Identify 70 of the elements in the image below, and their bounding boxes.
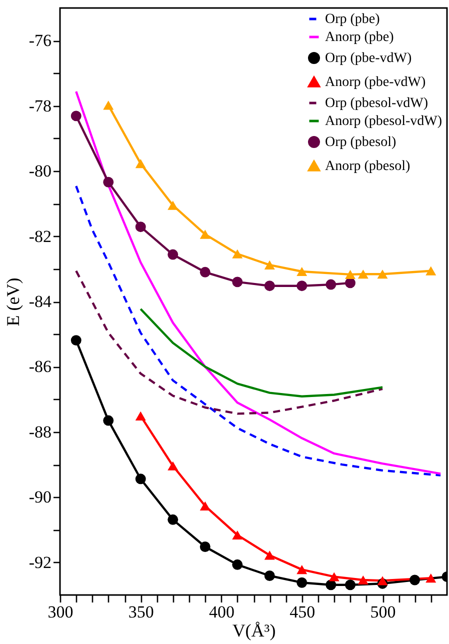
point [326,279,336,290]
legend-label: Orp (pbesol) [325,135,396,150]
y-tick-label: -90 [28,488,52,507]
point [232,559,243,570]
point [200,266,210,278]
point [377,576,388,586]
point [232,276,243,288]
point [103,176,114,188]
point [296,577,308,588]
point [168,461,178,470]
point [135,474,146,484]
point [135,159,146,168]
point [328,572,340,582]
point [358,575,368,585]
point [103,100,114,110]
point [345,278,356,288]
x-tick-label: 400 [209,602,234,622]
x-tick-label: 450 [290,602,316,622]
point [103,415,114,426]
point [135,411,146,421]
point [135,222,146,232]
line-series [140,308,384,398]
line-series [75,184,442,476]
y-tick-label: -84 [28,292,52,311]
line-series [75,90,442,475]
point [264,280,275,292]
point [200,501,210,511]
point [168,514,178,525]
y-tick-label: -86 [28,357,52,376]
point [264,260,275,270]
point [232,249,243,258]
point [200,230,210,239]
point [264,570,275,581]
y-tick-label: -92 [28,552,52,572]
point [168,249,178,260]
line-series [75,270,384,415]
point [358,270,368,279]
point [410,574,420,586]
y-tick-label: -76 [28,31,52,50]
point [426,574,436,583]
point [264,550,275,560]
point [345,580,356,590]
point [345,270,356,279]
y-axis-title: E (eV) [2,278,23,326]
legend-label: Orp (pbe) [325,12,380,27]
point [200,542,210,552]
x-tick-label: 500 [370,602,396,622]
point [70,335,82,346]
y-tick-label: -82 [28,226,52,246]
legend-label: Orp (pbesol-vdW) [325,96,428,111]
point [296,266,308,276]
point [296,280,308,292]
y-tick-label: -78 [28,96,52,116]
x-tick-label: 300 [48,602,74,622]
x-tick-label: 350 [128,602,154,622]
point [168,200,178,210]
x-axis-title: V(Å³) [232,620,276,640]
point [326,580,336,590]
point [296,565,308,574]
y-tick-label: -80 [28,162,52,181]
legend-label: Anorp (pbesol) [325,159,410,174]
y-tick-label: -88 [28,422,52,442]
legend-label: Anorp (pbesol-vdW) [325,114,442,129]
legend-label: Anorp (pbe) [325,30,394,45]
point [377,270,388,279]
point [232,530,243,540]
point [70,110,82,122]
legend-label: Orp (pbe-vdW) [325,51,412,66]
legend-label: Anorp (pbe-vdW) [325,75,426,90]
point [426,266,436,276]
